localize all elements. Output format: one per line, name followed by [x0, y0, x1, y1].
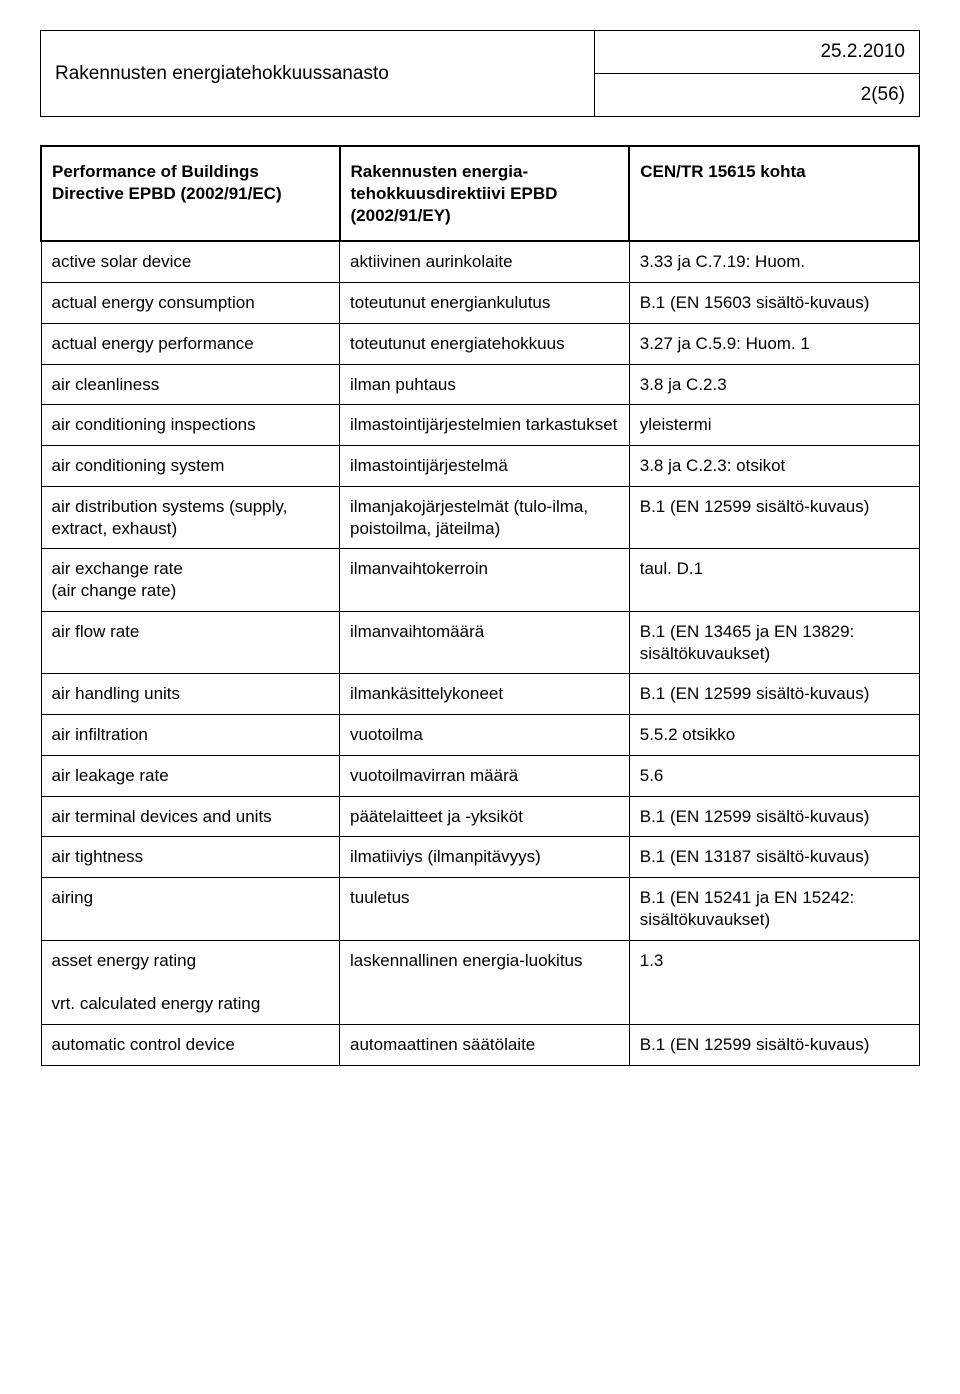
cell: vuotoilmavirran määrä	[340, 755, 630, 796]
cell: päätelaitteet ja -yksiköt	[340, 796, 630, 837]
table-row: automatic control deviceautomaattinen sä…	[41, 1024, 919, 1065]
table-row: air infiltrationvuotoilma5.5.2 otsikko	[41, 715, 919, 756]
cell: laskennallinen energia-luokitus	[340, 940, 630, 1024]
table-row: air tightnessilmatiiviys (ilmanpitävyys)…	[41, 837, 919, 878]
cell: automaattinen säätölaite	[340, 1024, 630, 1065]
cell: ilmankäsittelykoneet	[340, 674, 630, 715]
cell: actual energy performance	[41, 323, 340, 364]
cell: 3.33 ja C.7.19: Huom.	[629, 241, 919, 282]
cell: B.1 (EN 15603 sisältö-kuvaus)	[629, 283, 919, 324]
cell: ilmastointijärjestelmä	[340, 446, 630, 487]
cell: active solar device	[41, 241, 340, 282]
table-row: air cleanlinessilman puhtaus3.8 ja C.2.3	[41, 364, 919, 405]
cell: 5.5.2 otsikko	[629, 715, 919, 756]
table-row: air exchange rate (air change rate)ilman…	[41, 549, 919, 612]
cell: 3.27 ja C.5.9: Huom. 1	[629, 323, 919, 364]
cell: tuuletus	[340, 878, 630, 941]
cell: asset energy rating vrt. calculated ener…	[41, 940, 340, 1024]
cell: B.1 (EN 12599 sisältö-kuvaus)	[629, 486, 919, 549]
table-row: airingtuuletusB.1 (EN 15241 ja EN 15242:…	[41, 878, 919, 941]
cell: 3.8 ja C.2.3	[629, 364, 919, 405]
cell: air exchange rate (air change rate)	[41, 549, 340, 612]
col-header-1: Performance of Buildings Directive EPBD …	[41, 146, 340, 241]
table-row: air distribution systems (supply, extrac…	[41, 486, 919, 549]
cell: ilman puhtaus	[340, 364, 630, 405]
table-row: active solar deviceaktiivinen aurinkolai…	[41, 241, 919, 282]
table-row: air handling unitsilmankäsittelykoneetB.…	[41, 674, 919, 715]
cell: B.1 (EN 12599 sisältö-kuvaus)	[629, 796, 919, 837]
cell: actual energy consumption	[41, 283, 340, 324]
cell: 3.8 ja C.2.3: otsikot	[629, 446, 919, 487]
cell: automatic control device	[41, 1024, 340, 1065]
cell: taul. D.1	[629, 549, 919, 612]
cell: B.1 (EN 13187 sisältö-kuvaus)	[629, 837, 919, 878]
cell: air terminal devices and units	[41, 796, 340, 837]
col-header-2: Rakennusten energia-tehokkuusdirektiivi …	[340, 146, 630, 241]
col-header-3: CEN/TR 15615 kohta	[629, 146, 919, 241]
table-row: actual energy performancetoteutunut ener…	[41, 323, 919, 364]
cell: B.1 (EN 12599 sisältö-kuvaus)	[629, 1024, 919, 1065]
doc-date: 25.2.2010	[594, 31, 919, 74]
table-row: asset energy rating vrt. calculated ener…	[41, 940, 919, 1024]
cell: toteutunut energiankulutus	[340, 283, 630, 324]
table-row: air terminal devices and unitspäätelaitt…	[41, 796, 919, 837]
cell: air infiltration	[41, 715, 340, 756]
cell: air conditioning inspections	[41, 405, 340, 446]
doc-page: 2(56)	[594, 74, 919, 117]
cell: yleistermi	[629, 405, 919, 446]
cell: air leakage rate	[41, 755, 340, 796]
cell: air cleanliness	[41, 364, 340, 405]
table-row: actual energy consumptiontoteutunut ener…	[41, 283, 919, 324]
cell: ilmanvaihtokerroin	[340, 549, 630, 612]
cell: air distribution systems (supply, extrac…	[41, 486, 340, 549]
table-row: air conditioning systemilmastointijärjes…	[41, 446, 919, 487]
cell: aktiivinen aurinkolaite	[340, 241, 630, 282]
cell: vuotoilma	[340, 715, 630, 756]
table-header-row: Performance of Buildings Directive EPBD …	[41, 146, 919, 241]
cell: ilmanvaihtomäärä	[340, 611, 630, 674]
glossary-table: Performance of Buildings Directive EPBD …	[40, 145, 920, 1066]
cell: air conditioning system	[41, 446, 340, 487]
cell: toteutunut energiatehokkuus	[340, 323, 630, 364]
cell: air tightness	[41, 837, 340, 878]
table-row: air leakage ratevuotoilmavirran määrä5.6	[41, 755, 919, 796]
table-row: air flow rateilmanvaihtomääräB.1 (EN 134…	[41, 611, 919, 674]
cell: 5.6	[629, 755, 919, 796]
table-row: air conditioning inspectionsilmastointij…	[41, 405, 919, 446]
cell: ilmastointijärjestelmien tarkastukset	[340, 405, 630, 446]
cell: 1.3	[629, 940, 919, 1024]
doc-title: Rakennusten energiatehokkuussanasto	[41, 31, 595, 117]
cell: ilmatiiviys (ilmanpitävyys)	[340, 837, 630, 878]
cell: air flow rate	[41, 611, 340, 674]
cell: B.1 (EN 13465 ja EN 13829: sisältökuvauk…	[629, 611, 919, 674]
cell: B.1 (EN 12599 sisältö-kuvaus)	[629, 674, 919, 715]
cell: B.1 (EN 15241 ja EN 15242: sisältökuvauk…	[629, 878, 919, 941]
cell: air handling units	[41, 674, 340, 715]
cell: airing	[41, 878, 340, 941]
page-header-table: Rakennusten energiatehokkuussanasto 25.2…	[40, 30, 920, 117]
cell: ilmanjakojärjestelmät (tulo-ilma, poisto…	[340, 486, 630, 549]
